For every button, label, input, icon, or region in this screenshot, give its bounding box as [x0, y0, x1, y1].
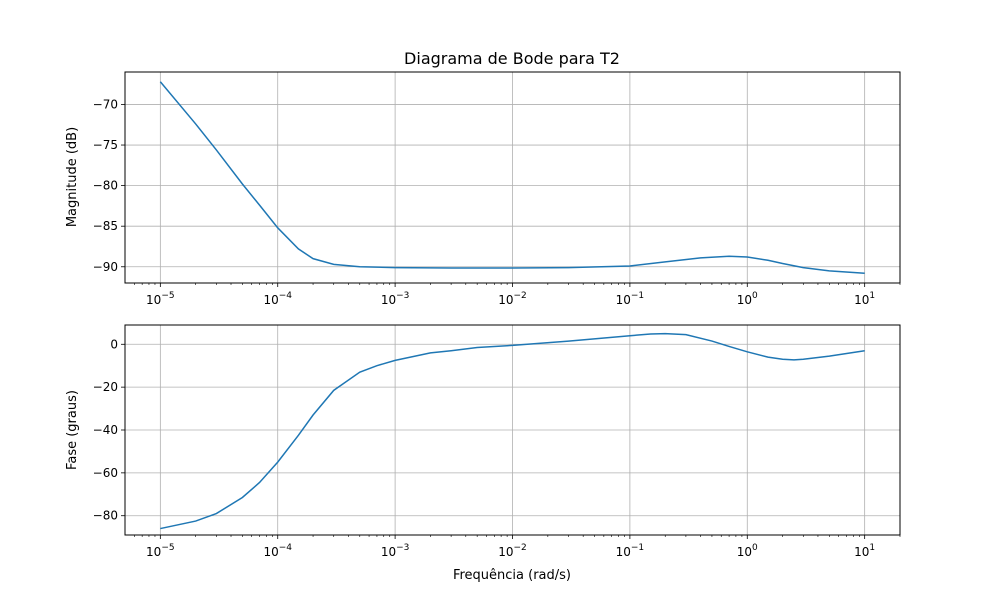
y-tick-label: −60	[93, 466, 118, 480]
x-tick-label: 10−2	[498, 291, 527, 307]
y-tick-label: −90	[93, 260, 118, 274]
x-tick-label: 10−4	[263, 543, 292, 559]
y-tick-label: −40	[93, 423, 118, 437]
chart-title: Diagrama de Bode para T2	[404, 49, 620, 68]
y-tick-label: −80	[93, 509, 118, 523]
y-tick-label: −85	[93, 219, 118, 233]
x-tick-label: 100	[737, 291, 758, 307]
y-tick-label: −80	[93, 179, 118, 193]
x-tick-label: 100	[737, 543, 758, 559]
plot-frame	[124, 71, 901, 284]
x-tick-label: 10−5	[146, 543, 175, 559]
y-tick-label: −20	[93, 380, 118, 394]
x-tick-label: 10−3	[381, 291, 410, 307]
x-tick-label: 10−1	[616, 543, 645, 559]
x-tick-label: 10−2	[498, 543, 527, 559]
magnitude-y-axis-label: Magnitude (dB)	[65, 127, 80, 227]
plot-frame	[124, 324, 901, 536]
x-tick-label: 10−3	[381, 543, 410, 559]
series-line	[160, 332, 865, 530]
y-tick-label: −75	[93, 138, 118, 152]
x-tick-label: 10−4	[263, 291, 292, 307]
x-tick-label: 10−5	[146, 291, 175, 307]
phase-y-axis-label: Fase (graus)	[65, 390, 80, 470]
magnitude-plot: 10−5 10−4 10−3 10−2 10−1 100 101 −90 −85 −80 −75 −7…	[93, 71, 901, 307]
x-axis-label: Frequência (rad/s)	[453, 568, 571, 583]
phase-plot: 10−5 10−4 10−3 10−2 10−1 100 101 −80 −60 −40 −20 0	[93, 324, 901, 559]
series-line	[159, 81, 865, 275]
x-tick-label: 101	[854, 543, 875, 559]
x-tick-label: 10−1	[616, 291, 645, 307]
x-tick-label: 101	[854, 291, 875, 307]
y-tick-label: −70	[93, 97, 118, 111]
y-tick-label: 0	[110, 337, 118, 351]
